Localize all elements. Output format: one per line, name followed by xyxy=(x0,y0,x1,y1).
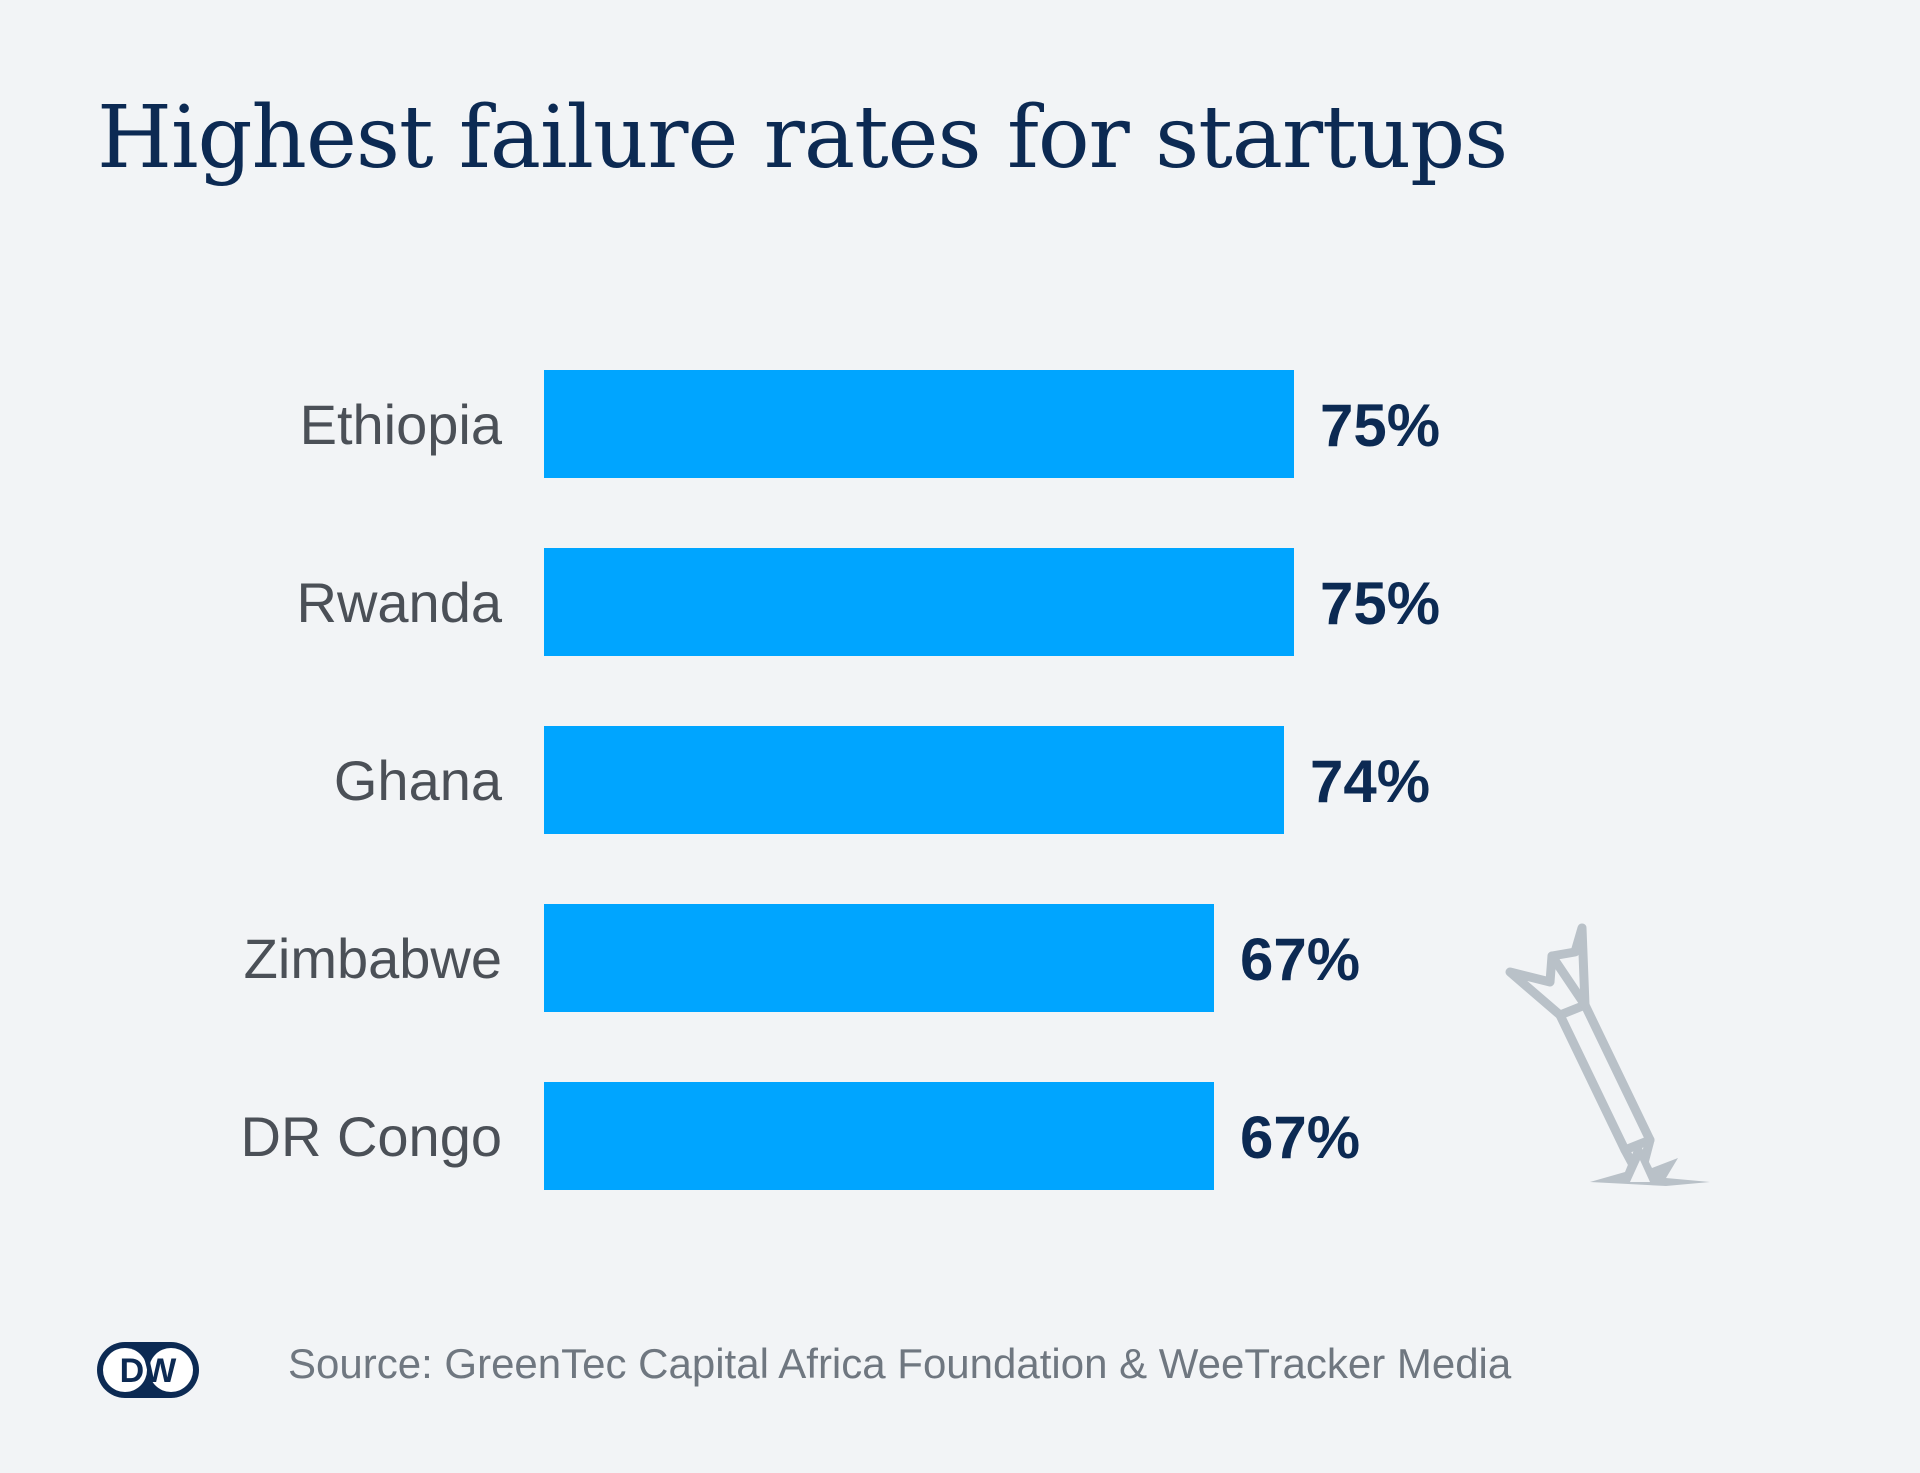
bar-ghana xyxy=(544,726,1284,834)
bar-rwanda xyxy=(544,548,1294,656)
value-label: 67% xyxy=(1240,926,1360,993)
bars-group: Ethiopia 75% Rwanda 75% Ghana 74% Zimbabwe 67% D… xyxy=(241,370,1440,1190)
category-label: DR Congo xyxy=(241,1105,502,1168)
value-label: 74% xyxy=(1310,748,1430,815)
category-label: Zimbabwe xyxy=(244,927,502,990)
category-label: Ghana xyxy=(334,749,503,812)
dw-logo-text: DW xyxy=(120,1352,178,1390)
chart-title: Highest failure rates for startups xyxy=(97,88,1508,188)
source-note: Source: GreenTec Capital Africa Foundati… xyxy=(288,1340,1512,1387)
crashed-rocket-icon xyxy=(1505,923,1710,1186)
bar-ethiopia xyxy=(544,370,1294,478)
bar-zimbabwe xyxy=(544,904,1214,1012)
bar-dr-congo xyxy=(544,1082,1214,1190)
category-label: Ethiopia xyxy=(300,393,503,456)
value-label: 75% xyxy=(1320,392,1440,459)
value-label: 67% xyxy=(1240,1104,1360,1171)
value-label: 75% xyxy=(1320,570,1440,637)
category-label: Rwanda xyxy=(297,571,503,634)
dw-logo: DW xyxy=(97,1342,199,1398)
